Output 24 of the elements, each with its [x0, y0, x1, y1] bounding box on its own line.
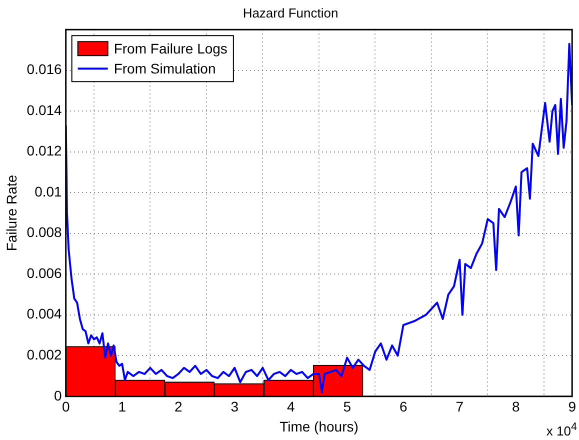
- x-tick-label: 6: [399, 398, 408, 415]
- legend-label: From Simulation: [114, 60, 216, 76]
- text: x 10$^{4}$: [546, 420, 577, 438]
- y-tick-label: 0.01: [34, 183, 62, 200]
- x-tick-label: 5: [343, 398, 352, 415]
- x-tick-label: 2: [174, 398, 182, 415]
- x-tick-label: 3: [230, 398, 239, 415]
- x-axis-title: Time (hours): [280, 418, 358, 434]
- chart-title: Hazard Function: [242, 5, 338, 20]
- x-tick-label: 8: [512, 398, 520, 415]
- y-axis-title: Failure Rate: [3, 174, 20, 252]
- y-tick-label: 0.002: [26, 346, 62, 363]
- y-tick-label: 0.012: [26, 142, 62, 159]
- legend-label: From Failure Logs: [114, 40, 228, 56]
- y-tick-label: 0.006: [26, 264, 62, 281]
- x-tick-label: 7: [456, 398, 464, 415]
- x-tick-label: 9: [568, 398, 576, 415]
- y-tick-label: 0: [54, 387, 62, 404]
- y-tick-label: 0.008: [26, 224, 62, 240]
- x-tick-label: 1: [118, 398, 126, 415]
- x-tick-label: 4: [286, 398, 295, 415]
- y-tick-label: 0.016: [26, 61, 62, 78]
- y-tick-label: 0.004: [26, 306, 62, 322]
- y-tick-label: 0.014: [26, 102, 62, 118]
